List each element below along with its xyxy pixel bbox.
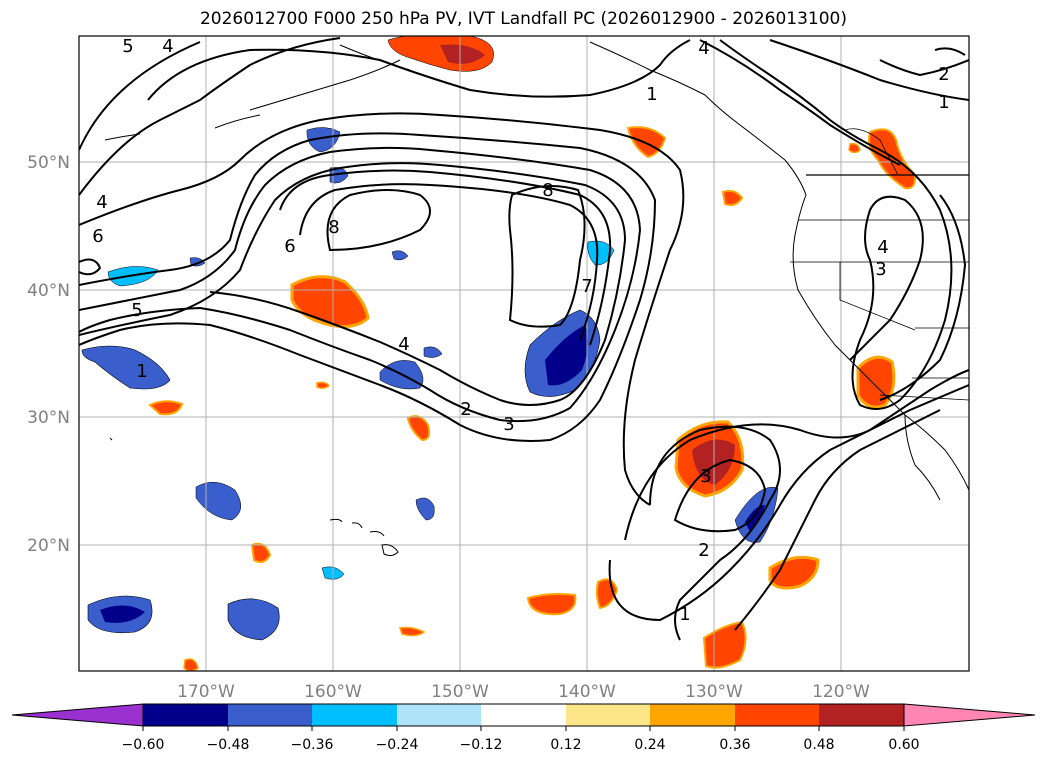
colorbar: −0.60 −0.48 −0.36 −0.24 −0.12 0.12 0.24 … [11,703,1036,753]
colorbar-bin [312,704,397,726]
contour-label: 1 [679,604,690,625]
positive-anomaly [626,126,667,159]
colorbar-tick-label: −0.60 [122,737,165,753]
contour-label: 7 [581,276,592,297]
colorbar-bin [481,704,566,726]
contour-label: 8 [328,217,339,238]
contour-label: 4 [398,334,409,355]
contour-label: 4 [96,192,107,213]
contour-line [673,458,767,533]
colorbar-tick-label: 0.24 [634,737,665,753]
contour-label: 3 [875,259,886,280]
lon-label: 160°W [304,682,362,702]
contour-line [279,169,612,346]
contour-line [79,258,102,276]
colorbar-bin [819,704,904,726]
colorbar-bin [143,704,228,726]
coastlines [104,41,969,557]
contour-label: 2 [698,540,709,561]
contour-line [326,189,431,252]
contour-label: 6 [284,236,295,257]
contour-line [934,47,966,56]
positive-anomaly [290,275,370,328]
lat-label: 40°N [27,281,70,301]
contour-line [734,409,941,631]
contour-line [699,39,901,166]
lon-label: 130°W [685,682,743,702]
contour-label: 3 [700,466,711,487]
contour-label: 1 [646,84,657,105]
contour-line [879,59,969,77]
colorbar-bin [566,704,650,726]
lon-label: 150°W [431,682,489,702]
colorbar-extend-low [11,703,144,727]
hawaii [329,518,399,557]
colorbar-tick-label: 0.48 [803,737,834,753]
map-panel: 5 4 4 1 2 1 4 6 8 8 6 5 4 7 1 2 3 3 2 1 … [79,36,969,671]
lat-label: 50°N [27,153,70,173]
contour-line [79,37,341,196]
contour-label: 5 [122,36,133,57]
positive-anomaly [868,128,917,190]
contour-label: 3 [503,414,514,435]
contour-line [79,112,685,506]
contour-label: 1 [938,92,949,113]
contour-label: 1 [136,361,147,382]
contour-line [79,146,642,423]
colorbar-tick-label: −0.36 [291,737,334,753]
contour-label: 5 [131,300,142,321]
contour-line [879,194,967,401]
contour-label: 2 [938,64,949,85]
colorbar-tick-label: −0.24 [376,737,419,753]
alaska-panhandle [589,41,807,196]
colorbar-bin [397,704,481,726]
colorbar-bin [228,704,312,726]
west-coast [792,194,969,491]
contour-line [769,39,969,101]
lon-label: 140°W [558,682,616,702]
contour-label: 4 [877,237,888,258]
contour-line [649,425,781,641]
contour-label: 4 [162,36,173,57]
colorbar-tick-label: 0.60 [888,737,919,753]
contour-line [79,132,657,442]
map-title: 2026012700 F000 250 hPa PV, IVT Landfall… [199,9,847,29]
colorbar-tick-label: −0.48 [207,737,250,753]
contour-line [719,39,953,410]
lat-label: 30°N [27,408,70,428]
lon-label: 120°W [812,682,870,702]
contour-line [79,162,627,406]
contour-line [147,39,691,101]
colorbar-tick-label: 0.36 [719,737,750,753]
contour-label: 6 [92,226,103,247]
colorbar-extend-high [903,703,1036,727]
contour-line [508,185,586,328]
anomaly-shading [81,36,917,671]
map-frame [78,35,970,672]
colorbar-bin [650,704,735,726]
colorbar-tick-label: −0.12 [460,737,503,753]
graticule [79,36,969,671]
colorbar-tick-label: 0.12 [550,737,581,753]
contour-line [79,41,201,151]
colorbar-bin [735,704,819,726]
contour-line [624,369,969,541]
contour-label: 2 [460,399,471,420]
contour-label: 4 [698,38,709,59]
lat-label: 20°N [27,536,70,556]
negative-anomaly [81,345,171,390]
baja-coast [904,414,941,501]
lon-label: 170°W [177,682,235,702]
ivt-contours [79,37,969,641]
positive-anomaly [856,355,896,409]
contour-label: 8 [542,180,553,201]
contour-line [608,384,969,622]
